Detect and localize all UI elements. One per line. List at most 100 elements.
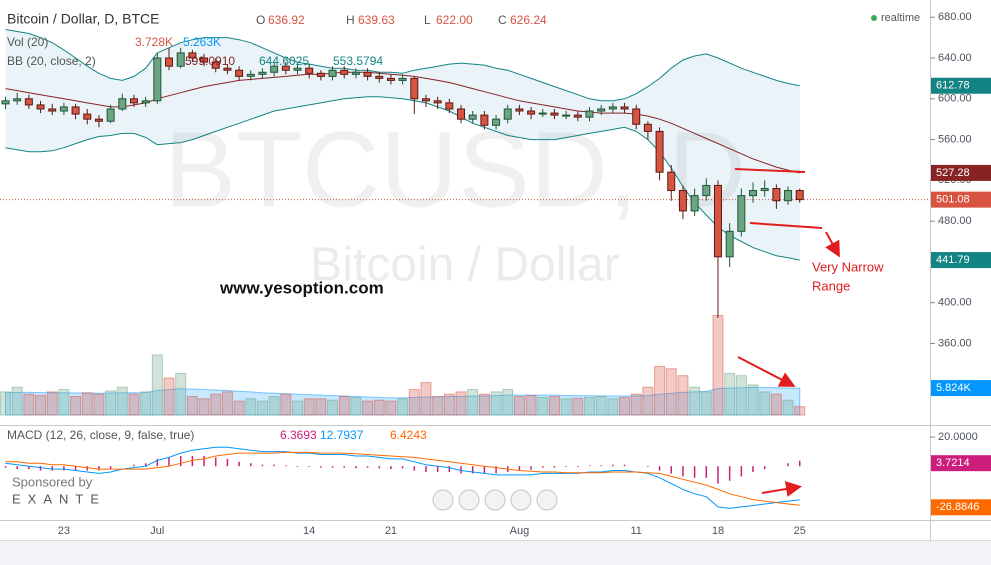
candle-body <box>235 69 244 77</box>
candle-body <box>784 190 793 202</box>
bollinger-lower <box>5 96 800 261</box>
macd-histogram-bar <box>612 464 614 467</box>
macd-histogram-bar <box>168 457 170 467</box>
candle-body <box>538 112 547 115</box>
watermark-subtitle: Bitcoin / Dollar <box>310 239 619 292</box>
ohlc-value: 639.63 <box>358 13 395 27</box>
volume-bar <box>245 398 257 416</box>
macd-histogram-bar <box>436 466 439 472</box>
candle-body <box>410 77 419 100</box>
candle-body <box>211 61 220 69</box>
candle-body <box>24 98 33 106</box>
volume-bar <box>537 396 549 416</box>
candle-body <box>176 52 185 67</box>
candle-body <box>94 118 103 122</box>
candle-body <box>36 104 45 110</box>
candle-body <box>725 230 734 258</box>
candle-body <box>13 98 22 102</box>
price-badge <box>931 164 991 181</box>
volume-bar <box>11 386 23 416</box>
x-tick-label: 21 <box>385 525 397 537</box>
macd-line <box>5 446 800 509</box>
candle-body <box>270 65 279 73</box>
candle-body <box>678 190 687 212</box>
candle-body <box>316 72 325 77</box>
nav-button[interactable] <box>484 489 506 511</box>
volume-bar <box>619 396 631 416</box>
volume-bar <box>350 396 362 416</box>
volume-bar <box>607 398 619 416</box>
volume-bar <box>689 386 701 416</box>
volume-bar <box>408 389 420 416</box>
candle-body <box>445 102 454 110</box>
signal-line <box>5 451 800 506</box>
price-badge <box>931 191 991 208</box>
volume-bar <box>362 400 374 416</box>
macd-histogram-bar <box>261 464 264 467</box>
candle-body <box>515 108 524 112</box>
volume-bar <box>700 391 712 416</box>
price-badge-label: 5.824K <box>936 382 972 394</box>
macd-histogram-bar <box>542 466 544 468</box>
volume-bar <box>221 391 233 416</box>
candle-body <box>655 130 664 173</box>
y-tick-label: 400.00 <box>938 297 972 309</box>
bollinger-legend-value: 599.0910 <box>185 54 235 68</box>
macd-histogram-bar <box>623 464 626 467</box>
volume-bar <box>665 368 677 416</box>
macd-histogram-bar <box>133 464 135 467</box>
x-tick-label: 23 <box>58 525 70 537</box>
nav-button[interactable] <box>432 489 454 511</box>
macd-histogram-bar <box>495 466 497 474</box>
macd-histogram-bar <box>226 458 229 467</box>
volume-ma-area <box>5 386 801 416</box>
volume-bar <box>46 391 58 416</box>
bollinger-legend: BB (20, close, 2) <box>7 54 96 68</box>
price-badge <box>931 455 991 472</box>
price-badge-label: 527.28 <box>936 167 970 179</box>
price-badge <box>931 380 991 397</box>
macd-histogram-bar <box>16 466 18 470</box>
volume-bar <box>163 377 175 416</box>
y-tick-label: 640.00 <box>938 52 972 64</box>
candle-body <box>468 114 477 120</box>
volume-bar <box>630 393 642 416</box>
x-tick-label: 25 <box>794 525 806 537</box>
volume-bar <box>373 399 385 416</box>
candle-body <box>702 184 711 197</box>
macd-histogram-bar <box>156 458 159 467</box>
macd-histogram-bar <box>483 466 486 474</box>
annotation-arrow <box>761 481 802 497</box>
volume-bar <box>58 389 70 416</box>
volume-bar <box>490 391 502 416</box>
candle-body <box>141 100 150 104</box>
y-tick-label: 600.00 <box>938 93 972 105</box>
candle-body <box>667 171 676 192</box>
candle-body <box>375 75 384 79</box>
macd-histogram-bar <box>647 466 649 467</box>
macd-histogram-bar <box>308 466 310 467</box>
bollinger-legend-value: 553.5794 <box>333 54 383 68</box>
note-line: Range <box>812 278 850 293</box>
volume-bar <box>280 393 292 416</box>
candle-body <box>223 67 232 71</box>
volume-bar <box>572 397 584 416</box>
candle-body <box>562 114 571 117</box>
nav-buttons[interactable] <box>432 489 558 511</box>
macd-histogram-bar <box>460 466 462 474</box>
macd-histogram-bar <box>530 466 532 470</box>
annotation-marks <box>734 168 840 497</box>
x-tick-label: 14 <box>303 525 315 537</box>
nav-button[interactable] <box>510 489 532 511</box>
candle-body <box>71 106 80 115</box>
candle-body <box>83 113 92 120</box>
candle-body <box>1 100 10 105</box>
nav-button[interactable] <box>458 489 480 511</box>
nav-button[interactable] <box>536 489 558 511</box>
macd-histogram-bar <box>740 466 743 477</box>
volume-bar <box>420 382 432 416</box>
candle-body <box>585 110 594 118</box>
volume-bar <box>724 372 736 416</box>
volume-bar <box>642 386 654 416</box>
status-dot <box>871 15 877 21</box>
